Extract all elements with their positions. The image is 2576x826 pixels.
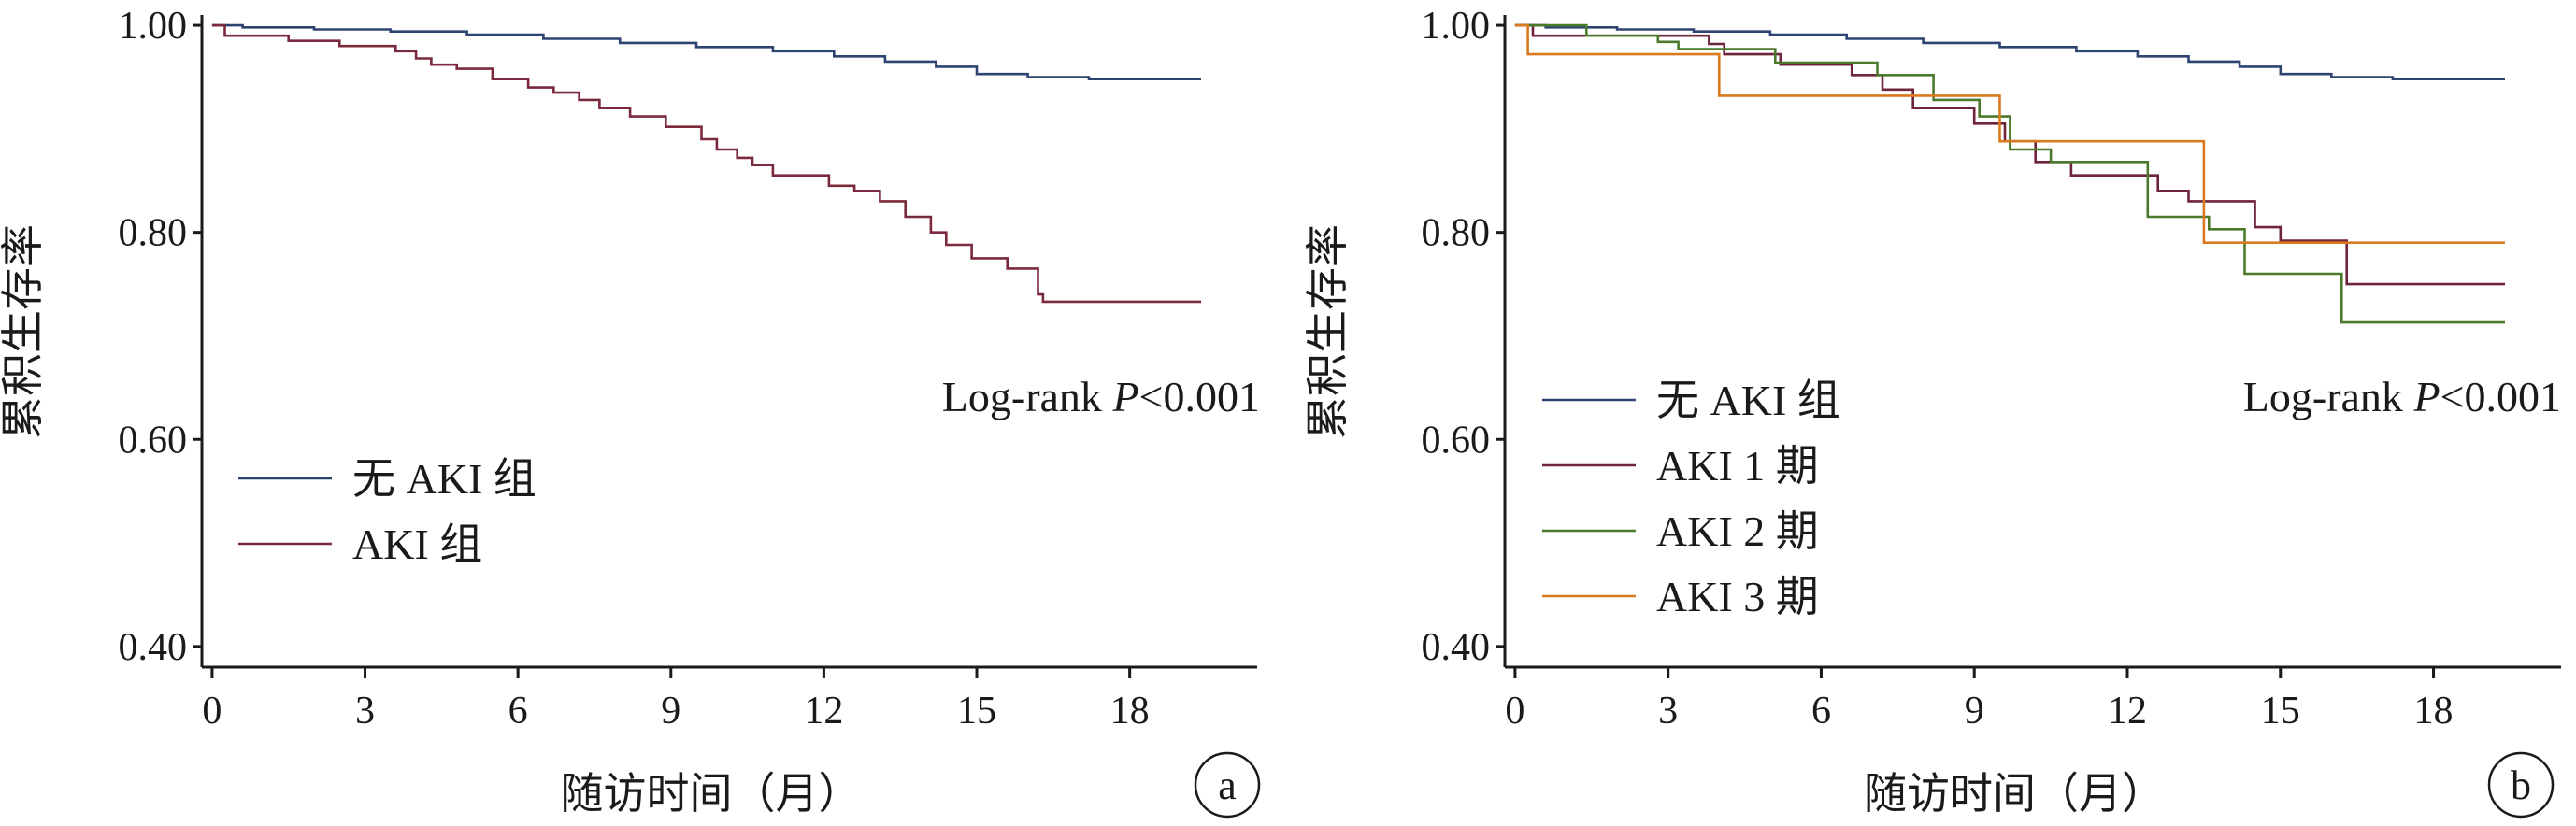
x-axis-title: 随访时间（月） <box>561 770 862 818</box>
series-line <box>1514 23 2505 324</box>
y-tick-label: 0.60 <box>1422 419 1491 462</box>
legend-label: AKI 组 <box>352 520 482 568</box>
panel-letter: a <box>1218 762 1237 808</box>
panel-letter: b <box>2511 762 2531 808</box>
y-tick-label: 1.00 <box>119 5 188 48</box>
series-line <box>211 23 1201 80</box>
series-line <box>211 23 1201 304</box>
y-axis-title: 累积生存率 <box>0 224 47 439</box>
x-tick-label: 18 <box>2414 690 2454 733</box>
legend-label: AKI 2 期 <box>1656 507 1819 555</box>
y-tick-label: 0.40 <box>1422 626 1491 669</box>
panel-b: 1.00 0.80 0.60 0.40 0 3 6 9 12 15 18 随访时间（月） 累积生存率无 … <box>1304 5 2561 819</box>
x-axis-title: 随访时间（月） <box>1864 770 2165 818</box>
x-tick-label: 15 <box>2261 690 2300 733</box>
x-tick-label: 6 <box>1811 690 1831 733</box>
series-line <box>1514 23 2505 80</box>
legend-label: 无 AKI 组 <box>352 455 537 503</box>
legend-label: AKI 3 期 <box>1656 573 1819 620</box>
legend-label: 无 AKI 组 <box>1656 377 1840 424</box>
logrank-annotation: Log-rank P<0.001 <box>2243 373 2561 420</box>
x-tick-label: 15 <box>957 690 996 733</box>
panel-letter-circle <box>1194 751 1261 819</box>
x-tick-label: 9 <box>661 690 680 733</box>
panel-letter-circle <box>2487 751 2555 819</box>
x-tick-label: 0 <box>1505 690 1524 733</box>
series-line <box>1514 23 2505 286</box>
series-line <box>1514 23 2505 244</box>
x-tick-label: 3 <box>355 690 375 733</box>
y-tick-label: 0.40 <box>119 626 188 669</box>
legend-label: AKI 1 期 <box>1656 442 1819 490</box>
y-tick-label: 0.60 <box>119 419 188 462</box>
y-axis-title: 累积生存率 <box>1304 224 1352 439</box>
x-tick-label: 12 <box>804 690 843 733</box>
logrank-annotation: Log-rank P<0.001 <box>942 373 1260 420</box>
y-tick-label: 1.00 <box>1422 5 1491 48</box>
x-tick-label: 18 <box>1110 690 1150 733</box>
x-tick-label: 9 <box>1965 690 1984 733</box>
panel-a: 1.00 0.80 0.60 0.40 0 3 6 9 12 15 18 随访时间（月） 累积生存率无 … <box>0 5 1261 819</box>
x-tick-label: 0 <box>202 690 222 733</box>
x-tick-label: 12 <box>2108 690 2147 733</box>
y-tick-label: 0.80 <box>1422 212 1491 255</box>
x-tick-label: 6 <box>508 690 528 733</box>
y-tick-label: 0.80 <box>119 212 188 255</box>
x-tick-label: 3 <box>1658 690 1678 733</box>
